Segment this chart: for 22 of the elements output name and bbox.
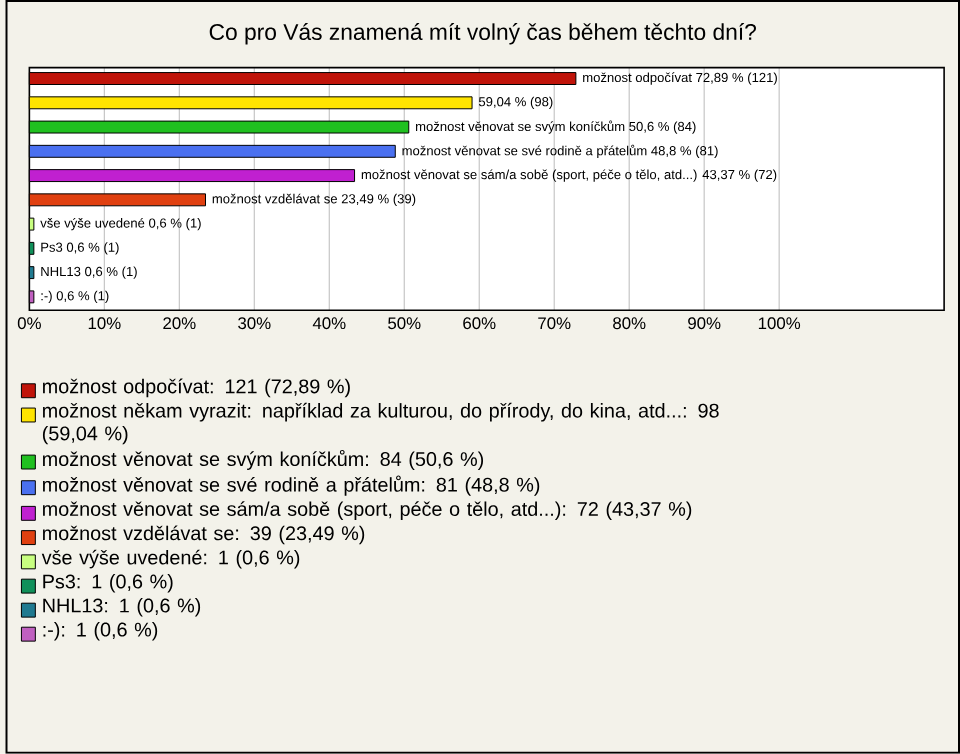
x-tick-label: 40% bbox=[312, 317, 346, 330]
legend-label: možnost někam vyrazit: například za kulturou, do přírody, do kina, atd...: 98 (59,04 %) bbox=[42, 403, 719, 445]
x-tick-label: 100% bbox=[758, 317, 801, 330]
legend-label: vše výše uvedené: 1 (0,6 %) bbox=[41, 549, 300, 569]
legend-label: možnost věnovat se svým koníčkům: 84 (50,6 %) bbox=[43, 450, 484, 471]
legend-label: možnost věnovat se sám/a sobě (sport, péče o tělo, atd...): 72 (43,37 %) bbox=[43, 501, 692, 521]
legend-label: možnost vzdělávat se: 39 (23,49 %) bbox=[43, 525, 365, 545]
legend-label: NHL13: 1 (0,6 %) bbox=[43, 598, 201, 617]
legend-label: :-): 1 (0,6 %) bbox=[43, 622, 158, 641]
x-tick-label: 20% bbox=[163, 317, 196, 330]
legend-label: možnost odpočívat: 121 (72,89 %) bbox=[43, 378, 350, 398]
legend-label: možnost věnovat se své rodině a přátelům: 81 (48,8 %) bbox=[43, 475, 540, 496]
x-tick-label: 70% bbox=[538, 317, 571, 330]
x-tick-label: 30% bbox=[238, 317, 271, 330]
x-tick-label: 90% bbox=[688, 317, 721, 330]
chart-title: Co pro Vás znamená mít volný čas během těchto dní? bbox=[209, 23, 756, 45]
x-tick-label: 0% bbox=[17, 317, 41, 330]
x-tick-label: 10% bbox=[88, 317, 121, 330]
legend-label: Ps3: 1 (0,6 %) bbox=[43, 574, 173, 593]
x-tick-label: 50% bbox=[388, 317, 421, 330]
x-tick-label: 60% bbox=[463, 317, 496, 330]
x-tick-label: 80% bbox=[613, 317, 646, 330]
